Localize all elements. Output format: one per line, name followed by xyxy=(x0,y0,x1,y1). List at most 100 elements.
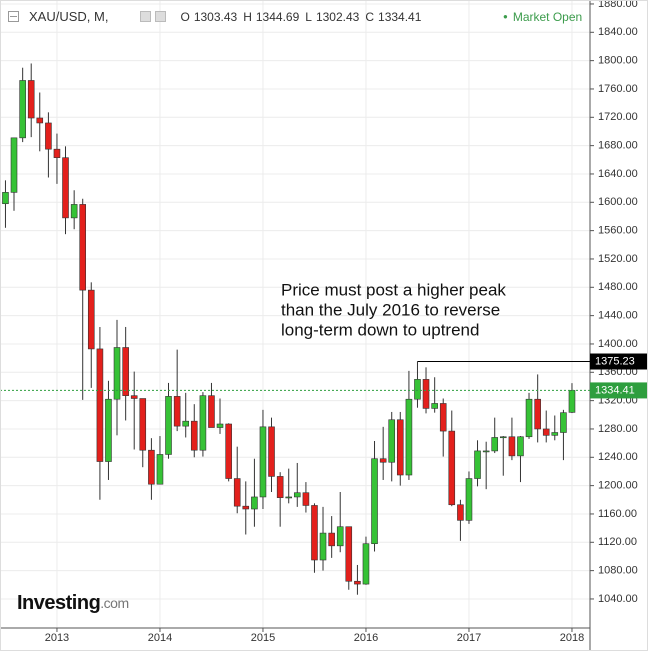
x-tick-label: 2013 xyxy=(45,632,69,644)
candle-body xyxy=(130,395,138,399)
candle-body xyxy=(36,117,44,124)
candle-body xyxy=(388,419,396,463)
y-tick-label: 1400.00 xyxy=(598,338,638,350)
x-tick-label: 2014 xyxy=(148,632,172,644)
candle-body xyxy=(439,403,447,432)
candle-body xyxy=(242,505,250,510)
candle-body xyxy=(251,496,258,510)
candle-body xyxy=(96,348,104,462)
x-tick-label: 2015 xyxy=(251,632,275,644)
candle-body xyxy=(474,450,481,479)
candle-body xyxy=(551,432,559,436)
candle-body xyxy=(79,204,87,291)
ohlc-value: 1303.43 xyxy=(193,9,238,24)
candle-body xyxy=(156,454,164,485)
candle-body xyxy=(508,436,516,457)
annotation: than the July 2016 to reverse xyxy=(281,300,500,319)
y-tick-label: 1480.00 xyxy=(598,281,638,293)
price-label: 1334.41 xyxy=(595,384,635,396)
symbol: XAU/USD, M, xyxy=(29,9,109,24)
ohlc-value: 1344.69 xyxy=(255,9,300,24)
candle-body xyxy=(19,80,26,139)
watermark: Investing.com xyxy=(17,592,129,614)
candle-body xyxy=(2,192,9,205)
y-tick-label: 1560.00 xyxy=(598,225,638,237)
ohlc-value: 1334.41 xyxy=(378,9,422,24)
candle-body xyxy=(233,478,241,507)
candle-body xyxy=(276,476,284,498)
candle-body xyxy=(431,403,438,409)
candle-body xyxy=(319,532,327,561)
watermark-suffix: .com xyxy=(100,595,128,611)
y-tick-label: 1280.00 xyxy=(598,423,638,435)
candle-body xyxy=(457,504,464,521)
candle-body xyxy=(53,148,61,158)
y-tick-label: 1520.00 xyxy=(598,253,638,265)
candle-body xyxy=(216,423,224,428)
candle-body xyxy=(354,580,361,585)
candle-body xyxy=(379,458,387,463)
candle-body xyxy=(10,137,18,193)
candle-body xyxy=(285,496,293,499)
candle-body xyxy=(534,398,541,430)
candle-body xyxy=(448,430,456,506)
y-tick-label: 1640.00 xyxy=(598,168,638,180)
x-tick-label: 2017 xyxy=(457,632,481,644)
candle-body xyxy=(396,419,404,476)
price-label: 1375.23 xyxy=(595,355,635,367)
candle-body xyxy=(268,426,275,477)
y-tick-label: 1840.00 xyxy=(598,26,638,38)
x-tick-label: 2016 xyxy=(354,632,378,644)
ohlc: O 1303.43 H 1344.69 L 1302.43 C 1334.41 xyxy=(174,10,421,24)
candle-body xyxy=(113,347,121,400)
settings-icons[interactable] xyxy=(140,11,170,22)
candle-body xyxy=(225,423,232,479)
watermark-main: Investing xyxy=(17,592,100,614)
candle-body xyxy=(27,80,35,119)
candle-body xyxy=(405,398,413,476)
ohlc-label: H xyxy=(243,9,252,24)
candle-body xyxy=(302,492,310,506)
y-tick-label: 1600.00 xyxy=(598,196,638,208)
candle-body xyxy=(499,436,507,439)
ohlc-label: L xyxy=(305,9,312,24)
candle-body xyxy=(465,478,473,521)
candle-body xyxy=(139,398,147,451)
candle-body xyxy=(525,398,533,438)
candle-body xyxy=(491,437,499,452)
ohlc-value: 1302.43 xyxy=(315,9,360,24)
y-tick-label: 1080.00 xyxy=(598,565,638,577)
plot-background xyxy=(0,0,590,628)
candle-body xyxy=(311,505,318,561)
candle-body xyxy=(190,420,198,451)
candle-body xyxy=(182,420,190,427)
candle-body xyxy=(70,204,78,219)
market-status: Market Open xyxy=(503,10,582,24)
y-tick-label: 1240.00 xyxy=(598,451,638,463)
menu-icon[interactable] xyxy=(8,11,19,22)
candle-body xyxy=(62,157,69,219)
y-tick-label: 1720.00 xyxy=(598,111,638,123)
candle-body xyxy=(45,122,52,150)
candle-body xyxy=(362,543,370,585)
candle-body xyxy=(568,390,576,413)
y-tick-label: 1440.00 xyxy=(598,310,638,322)
candle-body xyxy=(542,428,550,436)
candle-body xyxy=(148,449,155,485)
ohlc-label: C xyxy=(365,9,375,24)
y-tick-label: 1760.00 xyxy=(598,83,638,95)
candle-body xyxy=(482,450,490,453)
candle-body xyxy=(165,396,172,455)
candle-body xyxy=(173,396,181,427)
candle-body xyxy=(371,458,378,545)
annotation: long-term down to uptrend xyxy=(281,320,479,339)
y-tick-label: 1160.00 xyxy=(598,508,637,520)
candle-body xyxy=(87,289,95,350)
y-tick-label: 1200.00 xyxy=(598,480,638,492)
y-tick-label: 1680.00 xyxy=(598,140,638,152)
candle-body xyxy=(560,412,567,433)
candle-body xyxy=(199,395,207,451)
candle-body xyxy=(328,532,335,547)
candle-body xyxy=(414,379,421,400)
